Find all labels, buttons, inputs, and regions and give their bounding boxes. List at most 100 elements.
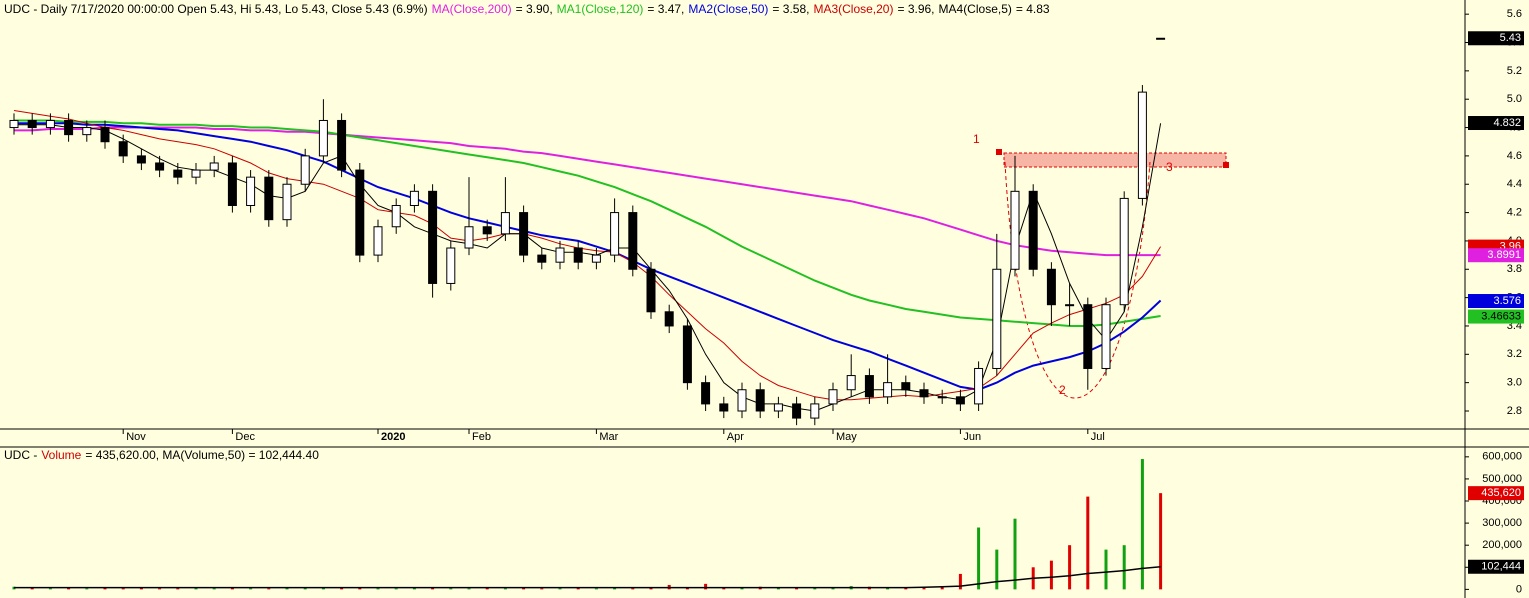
candle-body xyxy=(1119,197,1129,306)
volume-bar xyxy=(376,588,380,590)
ma-line xyxy=(14,122,1162,391)
volume-bar xyxy=(813,587,817,590)
candle-body xyxy=(136,155,146,164)
candle-body xyxy=(318,119,328,157)
volume-bar xyxy=(958,573,962,590)
volume-bar xyxy=(30,588,34,590)
volume-bar xyxy=(412,588,416,590)
candle-body xyxy=(828,389,838,405)
volume-bar xyxy=(776,587,780,590)
candle-body xyxy=(82,127,92,136)
candle-body xyxy=(100,127,110,143)
candle-body xyxy=(1156,37,1166,40)
volume-bar xyxy=(467,588,471,590)
volume-bar xyxy=(740,587,744,590)
volume-bar xyxy=(722,588,726,590)
candle-body xyxy=(300,155,310,185)
resistance-zone xyxy=(1003,152,1227,168)
candle-body xyxy=(227,162,237,206)
annotation: 2 xyxy=(1059,383,1066,397)
volume-bar xyxy=(67,587,71,590)
ma-line xyxy=(14,119,1161,327)
volume-bar xyxy=(576,588,580,590)
y-tick-label: 5.0 xyxy=(1507,93,1522,105)
y-tick-label: 3.0 xyxy=(1507,377,1522,389)
candle-body xyxy=(792,403,802,419)
candle-body xyxy=(919,389,929,398)
y-tick-label: 500,000 xyxy=(1482,473,1522,485)
candle-body xyxy=(9,119,19,129)
y-tick-label: 600,000 xyxy=(1482,451,1522,463)
candle-body xyxy=(482,226,492,235)
candle-body xyxy=(191,169,201,178)
candle-body xyxy=(883,382,893,398)
y-tick-label: 4.6 xyxy=(1507,150,1522,162)
price-tag-label: 3.8991 xyxy=(1487,249,1521,261)
chart-header: UDC - Daily 7/17/2020 00:00:00 Open 5.43… xyxy=(4,2,1050,16)
x-tick-label: Feb xyxy=(472,431,491,443)
volume-bar xyxy=(1086,496,1090,590)
volume-bar xyxy=(194,588,198,590)
volume-bar xyxy=(685,587,689,590)
x-tick-label: Apr xyxy=(727,431,744,443)
candle-body xyxy=(773,403,783,412)
candle-body xyxy=(246,176,256,206)
candle-body xyxy=(610,212,620,256)
candle-body xyxy=(173,169,183,178)
volume-bar xyxy=(1122,545,1126,590)
legend-entry: MA1(Close,120) xyxy=(557,2,644,16)
volume-bar xyxy=(922,587,926,590)
legend-value: = 3.90, xyxy=(516,2,553,16)
y-tick-label: 200,000 xyxy=(1482,539,1522,551)
volume-tag-label: 102,444 xyxy=(1481,561,1521,573)
price-tag xyxy=(1468,116,1524,131)
candle-body xyxy=(810,403,820,419)
candle-body xyxy=(428,190,438,284)
candle-body xyxy=(755,389,765,412)
volume-bar xyxy=(886,587,890,590)
volume-header: UDC - Volume = 435,620.00, MA(Volume,50) =… xyxy=(4,448,319,462)
candle-body xyxy=(974,367,984,405)
x-tick-label: Mar xyxy=(599,431,618,443)
legend-value: = 3.58, xyxy=(772,2,809,16)
volume-bar xyxy=(139,587,143,590)
candle-body xyxy=(664,311,674,327)
volume-bar xyxy=(212,588,216,590)
volume-bar xyxy=(995,549,999,590)
ma-line xyxy=(13,110,1162,401)
candle-body xyxy=(937,396,947,399)
ma-line xyxy=(14,123,1162,412)
volume-bar xyxy=(158,588,162,590)
header-text: UDC - xyxy=(4,448,37,462)
y-tick-label: 3.8 xyxy=(1507,263,1522,275)
candle-body xyxy=(1137,91,1147,199)
candle-body xyxy=(591,254,601,263)
price-tag xyxy=(1468,31,1524,46)
candle-body xyxy=(355,169,365,256)
volume-bar xyxy=(303,587,307,590)
legend-value: = 3.47, xyxy=(647,2,684,16)
volume-bar xyxy=(594,588,598,590)
y-tick-label: 300,000 xyxy=(1482,517,1522,529)
candle-body xyxy=(409,190,419,206)
volume-bar xyxy=(285,588,289,590)
volume-tag-label: 435,620 xyxy=(1481,487,1521,499)
volume-tag xyxy=(1468,559,1524,574)
volume-bar xyxy=(267,588,271,590)
volume-bar xyxy=(1159,493,1163,590)
candle-body xyxy=(519,212,529,256)
candle-body xyxy=(391,204,401,228)
y-tick-label: 0 xyxy=(1516,583,1522,595)
volume-bar xyxy=(103,588,107,590)
volume-bar xyxy=(540,588,544,590)
candle-body xyxy=(719,403,729,412)
volume-bar xyxy=(940,586,944,590)
y-tick-label: 3.2 xyxy=(1507,348,1522,360)
anchor-marker xyxy=(996,149,1002,155)
candle-body xyxy=(901,382,911,391)
candle-body xyxy=(1010,190,1020,270)
x-tick-label: 2020 xyxy=(381,431,405,443)
price-tag-label: 3.46633 xyxy=(1481,310,1521,322)
anchor-marker xyxy=(1223,162,1229,168)
